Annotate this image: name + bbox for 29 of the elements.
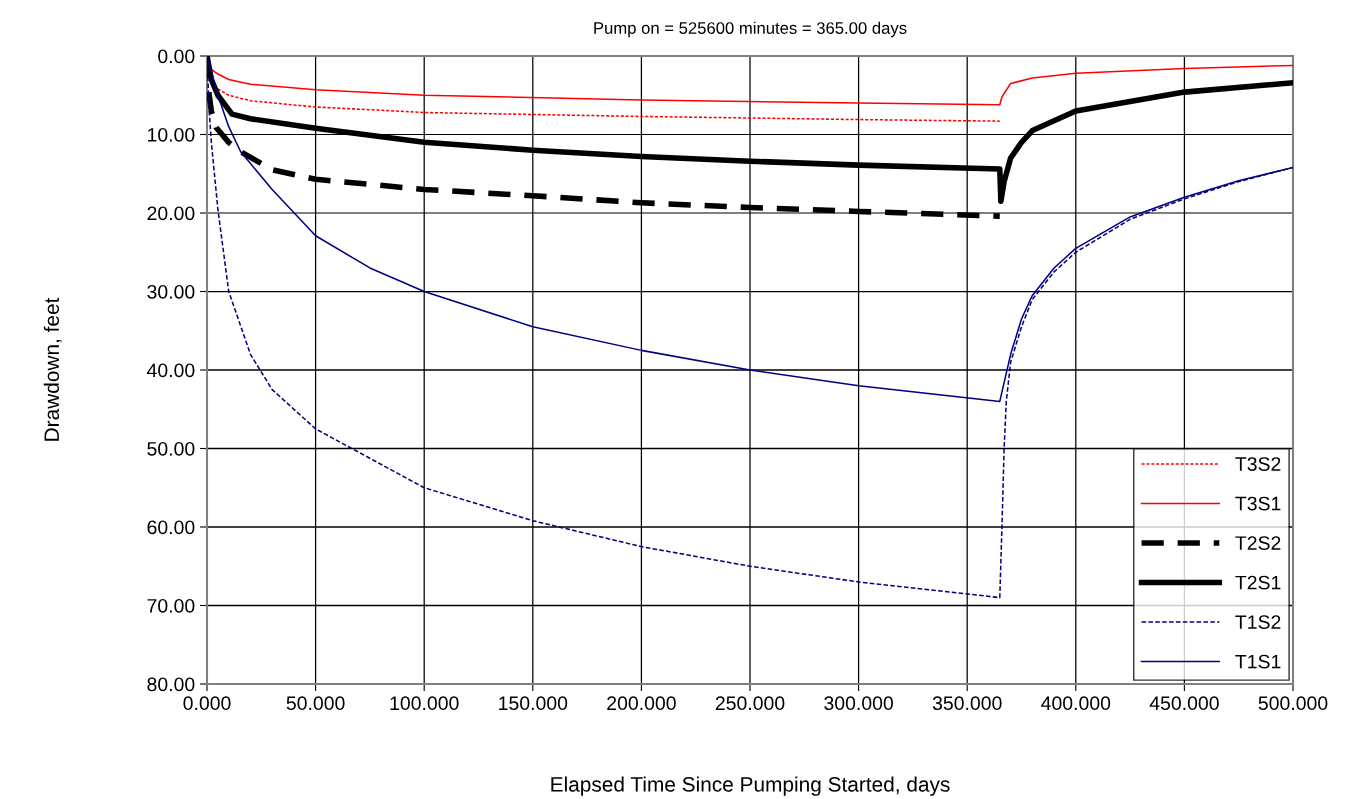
y-axis-title: Drawdown, feet [43,297,62,441]
x-tick-label: 150.000 [499,696,568,711]
legend-label: T1S1 [1235,654,1281,669]
y-tick-label: 20.00 [147,206,195,221]
x-tick-label: 250.000 [715,696,785,711]
x-tick-label: 450.000 [1149,696,1219,711]
y-tick-label: 60.00 [147,520,195,535]
x-tick-label: 400.000 [1041,696,1111,711]
x-tick-label: 0.000 [183,696,231,711]
legend-label: T2S2 [1235,536,1281,550]
y-tick-label: 50.00 [147,441,195,456]
y-tick-label: 30.00 [147,284,195,299]
chart-title: Pump on = 525600 minutes = 365.00 days [594,21,907,38]
x-tick-label: 200.000 [607,696,676,711]
legend-label: T2S1 [1235,575,1281,590]
legend-label: T3S2 [1235,457,1281,471]
x-tick-label: 500.000 [1258,696,1328,711]
x-tick-label: 350.000 [932,696,1002,711]
legend-label: T3S1 [1235,496,1281,511]
y-tick-label: 10.00 [148,127,195,142]
x-tick-label: 100.000 [390,696,459,711]
y-tick-label: 40.00 [146,363,195,378]
y-tick-label: 80.00 [147,677,195,692]
legend-label: T1S2 [1235,615,1281,629]
y-tick-label: 70.00 [147,598,195,613]
x-axis-title: Elapsed Time Since Pumping Started, days [551,776,950,796]
x-tick-label: 50.000 [286,696,345,711]
x-tick-label: 300.000 [824,696,893,711]
y-tick-label: 0.00 [158,49,195,64]
